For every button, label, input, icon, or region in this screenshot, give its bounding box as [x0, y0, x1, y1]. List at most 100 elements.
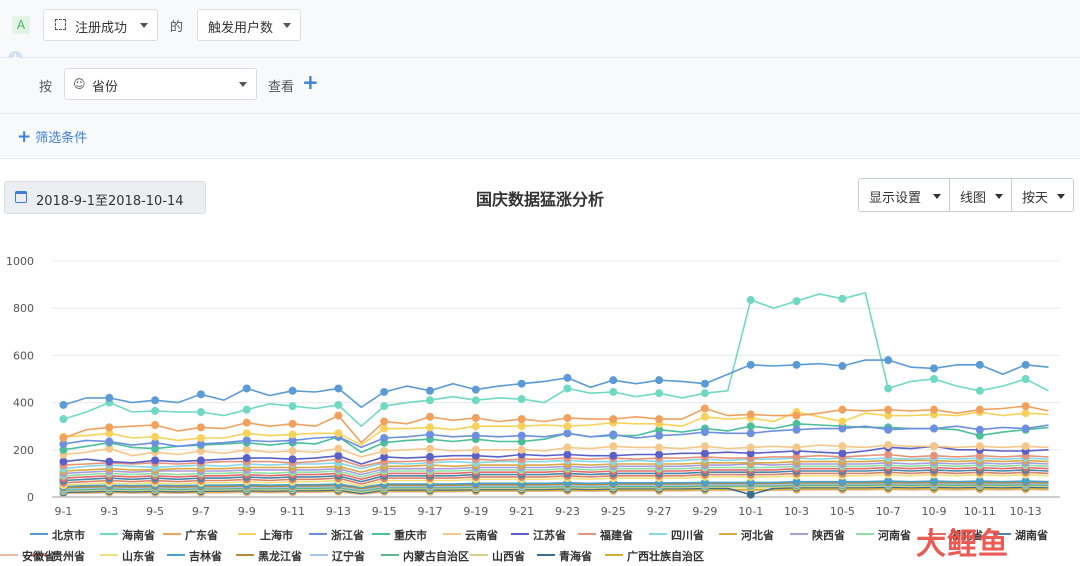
- data-point: [700, 389, 709, 398]
- data-point: [975, 476, 984, 485]
- legend-swatch: [537, 554, 555, 556]
- data-point: [884, 441, 893, 450]
- data-point: [792, 297, 801, 306]
- add-filter-label: 筛选条件: [35, 131, 88, 146]
- data-point: [471, 451, 480, 460]
- chart-type-button[interactable]: 线图: [949, 178, 1012, 212]
- x-tick-label: 10-7: [876, 505, 901, 518]
- x-tick-label: 9-19: [463, 505, 488, 518]
- group-select[interactable]: ☺ 省份: [64, 68, 257, 100]
- legend-swatch: [30, 554, 48, 556]
- chevron-down-icon: [239, 82, 247, 87]
- metric-select[interactable]: 触发用户数: [197, 9, 301, 41]
- data-point: [105, 437, 114, 446]
- data-point: [1021, 360, 1030, 369]
- x-tick-label: 9-15: [372, 505, 397, 518]
- chart-type-label: 线图: [960, 191, 987, 206]
- data-point: [334, 429, 343, 438]
- data-point: [838, 477, 847, 486]
- data-point: [380, 417, 389, 426]
- event-badge: A: [12, 16, 30, 34]
- legend-label: 重庆市: [394, 529, 427, 542]
- date-range-picker[interactable]: 2018-9-1至2018-10-14: [4, 181, 206, 214]
- data-point: [563, 443, 572, 452]
- data-point: [105, 457, 114, 466]
- data-point: [105, 444, 114, 453]
- x-tick-label: 10-3: [784, 505, 809, 518]
- granularity-button[interactable]: 按天: [1011, 178, 1074, 212]
- event-row: A 注册成功 的 触发用户数: [0, 0, 1080, 58]
- data-point: [1021, 424, 1030, 433]
- add-filter-button[interactable]: + 筛选条件: [17, 127, 87, 147]
- data-point: [242, 384, 251, 393]
- data-point: [288, 446, 297, 455]
- legend-label: 贵州省: [52, 550, 85, 563]
- display-settings-button[interactable]: 显示设置: [858, 178, 950, 212]
- of-label: 的: [170, 20, 184, 35]
- data-point: [196, 408, 205, 417]
- user-attribute-icon: ☺: [73, 77, 86, 91]
- data-point: [746, 410, 755, 419]
- data-point: [426, 452, 434, 461]
- data-point: [471, 431, 480, 440]
- y-tick-label: 400: [13, 397, 34, 410]
- data-point: [59, 445, 68, 454]
- data-point: [59, 457, 68, 466]
- data-point: [563, 429, 572, 438]
- data-point: [746, 360, 755, 369]
- legend-swatch: [719, 533, 737, 535]
- plus-icon: +: [17, 127, 32, 147]
- data-point: [151, 396, 160, 405]
- data-point: [609, 442, 618, 451]
- data-point: [288, 419, 297, 428]
- data-point: [471, 396, 480, 405]
- data-point: [288, 402, 297, 411]
- data-point: [151, 406, 160, 415]
- data-point: [609, 451, 618, 460]
- data-point: [975, 442, 984, 451]
- chevron-down-icon: [140, 23, 148, 28]
- data-point: [196, 446, 205, 455]
- data-point: [1021, 375, 1030, 383]
- data-point: [59, 434, 68, 442]
- data-point: [609, 376, 618, 385]
- x-tick-label: 9-3: [100, 505, 118, 518]
- data-point: [563, 384, 572, 393]
- data-point: [105, 393, 114, 402]
- legend-swatch: [100, 554, 118, 556]
- data-point: [288, 436, 297, 445]
- legend-swatch: [790, 533, 808, 535]
- calendar-icon: [15, 191, 27, 203]
- legend-label: 海南省: [122, 529, 155, 542]
- event-select[interactable]: 注册成功: [43, 9, 158, 41]
- data-point: [151, 444, 160, 453]
- x-tick-label: 10-1: [738, 505, 763, 518]
- data-point: [838, 362, 847, 371]
- data-point: [563, 450, 572, 459]
- data-point: [380, 434, 389, 442]
- data-point: [105, 429, 114, 438]
- legend-label: 浙江省: [331, 529, 364, 542]
- y-tick-label: 800: [13, 302, 34, 315]
- data-point: [334, 384, 343, 393]
- legend-label: 吉林省: [189, 550, 222, 563]
- data-point: [930, 364, 938, 373]
- legend-label: 江苏省: [533, 529, 566, 542]
- data-point: [1021, 402, 1030, 411]
- group-row: 按 ☺ 省份 查看 +: [0, 58, 1080, 114]
- data-point: [59, 415, 68, 424]
- data-point: [380, 387, 389, 396]
- data-point: [746, 449, 755, 458]
- legend-label: 四川省: [671, 529, 704, 542]
- legend-label: 福建省: [600, 529, 633, 542]
- add-dimension-icon[interactable]: +: [302, 70, 319, 94]
- chevron-down-icon: [995, 194, 1003, 199]
- data-point: [151, 456, 160, 465]
- legend-label: 陕西省: [812, 529, 845, 542]
- data-point: [105, 423, 114, 432]
- data-point: [517, 445, 526, 454]
- data-point: [884, 356, 893, 365]
- data-point: [884, 411, 893, 420]
- data-point: [746, 422, 755, 431]
- data-point: [792, 411, 801, 420]
